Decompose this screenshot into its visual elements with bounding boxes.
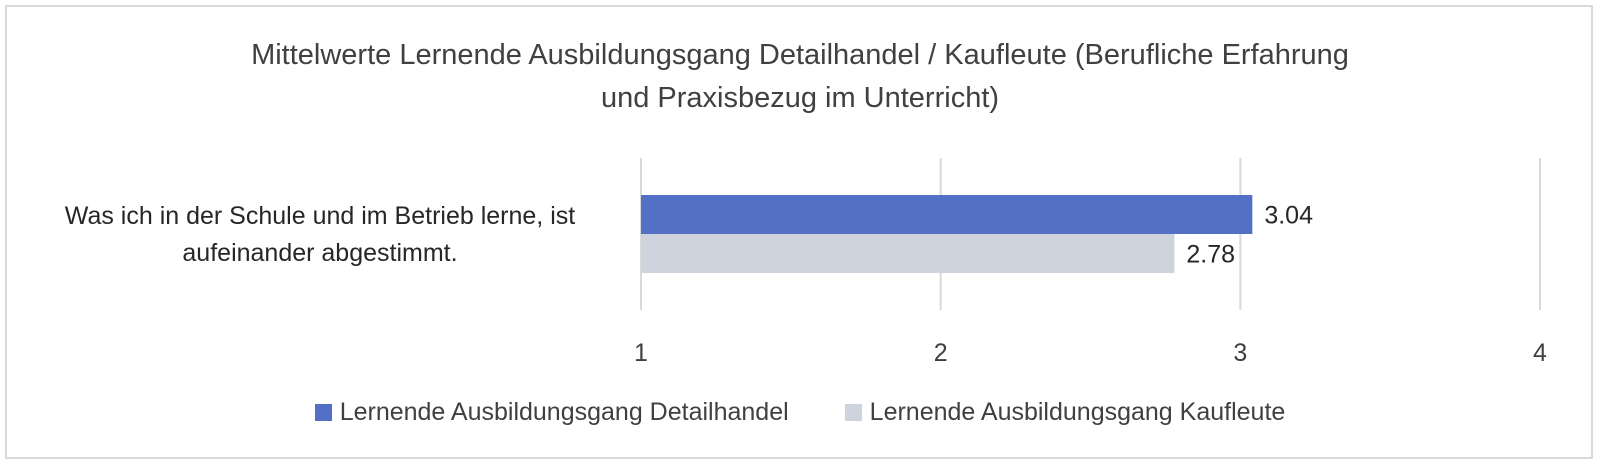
category-label-line-1: Was ich in der Schule und im Betrieb ler…: [64, 202, 576, 230]
x-tick-label-3: 3: [1233, 339, 1247, 367]
chart-title-line-1: Mittelwerte Lernende Ausbildungsgang Det…: [251, 39, 1349, 71]
x-tick-label-2: 2: [934, 339, 948, 367]
legend-item-kaufleute: Lernende Ausbildungsgang Kaufleute: [844, 398, 1286, 427]
legend-swatch-detailhandel: [314, 404, 332, 421]
x-tick-label-4: 4: [1533, 339, 1547, 367]
data-label-series-0: 3.04: [1264, 202, 1313, 230]
legend: Lernende Ausbildungsgang Detailhandel Le…: [0, 398, 1600, 427]
data-label-series-1: 2.78: [1186, 241, 1235, 269]
category-label: Was ich in der Schule und im Betrieb ler…: [20, 198, 620, 272]
legend-label-kaufleute: Lernende Ausbildungsgang Kaufleute: [869, 398, 1286, 426]
bar-series-0: [641, 195, 1253, 234]
legend-label-detailhandel: Lernende Ausbildungsgang Detailhandel: [339, 398, 789, 426]
bar-series-1: [641, 234, 1175, 273]
chart-title: Mittelwerte Lernende Ausbildungsgang Det…: [0, 34, 1600, 120]
legend-swatch-kaufleute: [844, 404, 862, 421]
legend-item-detailhandel: Lernende Ausbildungsgang Detailhandel: [314, 398, 789, 427]
x-tick-label-1: 1: [634, 339, 648, 367]
chart-title-line-2: und Praxisbezug im Unterricht): [600, 82, 1000, 114]
category-label-line-2: aufeinander abgestimmt.: [182, 239, 458, 267]
